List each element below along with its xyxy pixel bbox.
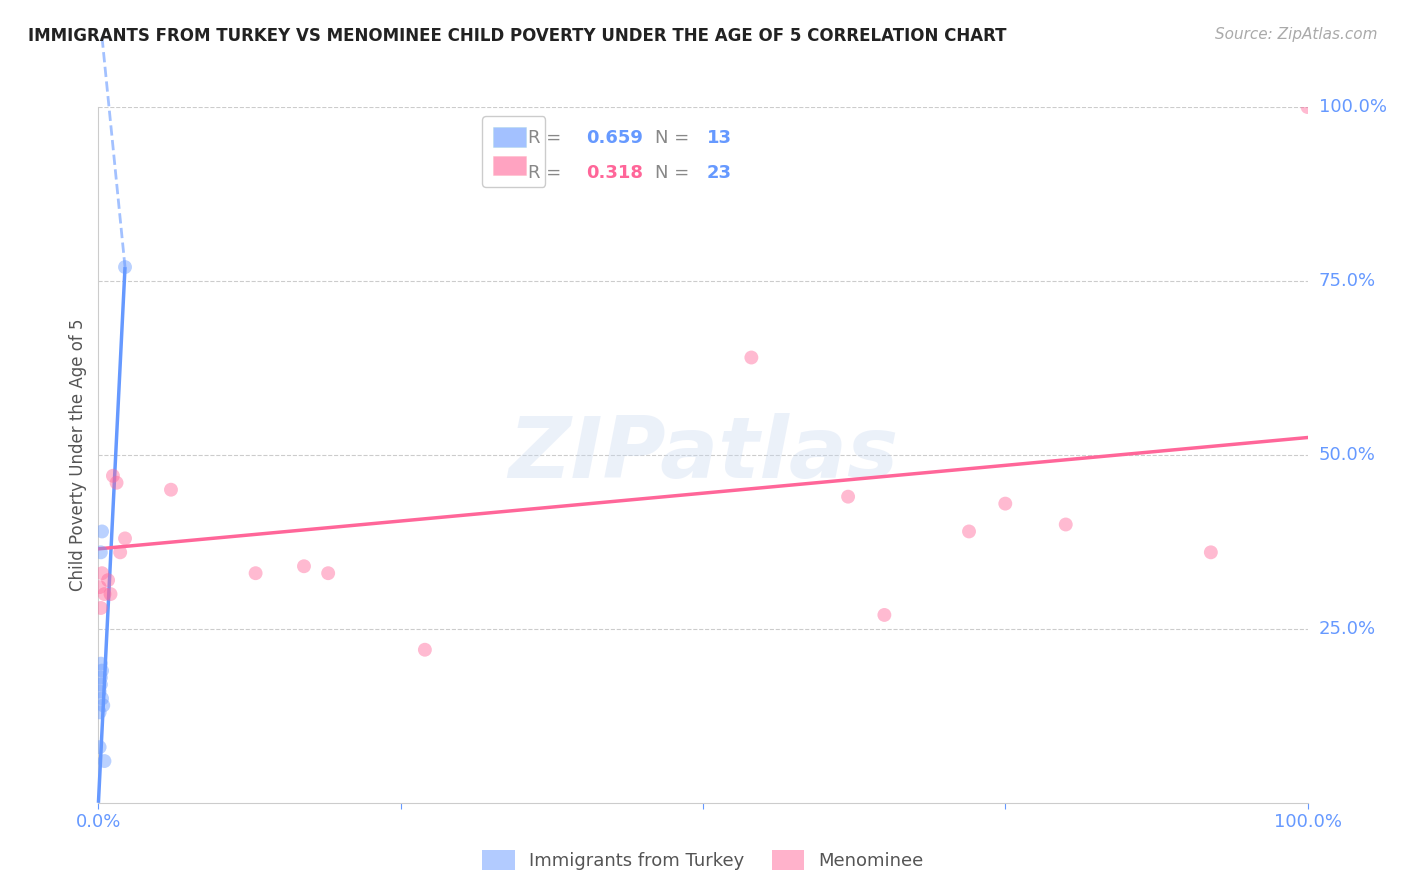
Point — [837, 490, 859, 504]
Point — [114, 260, 136, 274]
Text: 0.659: 0.659 — [586, 129, 643, 147]
Text: R =: R = — [527, 164, 567, 182]
Point — [873, 607, 896, 622]
Text: IMMIGRANTS FROM TURKEY VS MENOMINEE CHILD POVERTY UNDER THE AGE OF 5 CORRELATION: IMMIGRANTS FROM TURKEY VS MENOMINEE CHIL… — [28, 27, 1007, 45]
Point — [91, 566, 114, 581]
Text: Source: ZipAtlas.com: Source: ZipAtlas.com — [1215, 27, 1378, 42]
Point — [91, 524, 114, 539]
Text: N =: N = — [655, 129, 695, 147]
Point — [89, 684, 111, 698]
Text: 23: 23 — [707, 164, 731, 182]
Point — [108, 545, 131, 559]
Point — [90, 671, 112, 685]
Point — [90, 657, 112, 671]
Point — [89, 580, 111, 594]
Point — [1054, 517, 1077, 532]
Text: 25.0%: 25.0% — [1319, 620, 1376, 638]
Point — [105, 475, 128, 490]
Text: 0.318: 0.318 — [586, 164, 643, 182]
Point — [1199, 545, 1222, 559]
Point — [245, 566, 267, 581]
Point — [90, 601, 112, 615]
Point — [413, 642, 436, 657]
Point — [160, 483, 183, 497]
Point — [91, 698, 114, 713]
Point — [100, 587, 122, 601]
Point — [740, 351, 762, 365]
Text: N =: N = — [655, 164, 695, 182]
Point — [93, 587, 115, 601]
Point — [90, 677, 112, 691]
Point — [91, 664, 114, 678]
Point — [89, 740, 111, 755]
Text: 75.0%: 75.0% — [1319, 272, 1376, 290]
Text: 13: 13 — [707, 129, 731, 147]
Point — [101, 468, 124, 483]
Point — [93, 754, 115, 768]
Text: ZIPatlas: ZIPatlas — [508, 413, 898, 497]
Y-axis label: Child Poverty Under the Age of 5: Child Poverty Under the Age of 5 — [69, 318, 87, 591]
Legend: Immigrants from Turkey, Menominee: Immigrants from Turkey, Menominee — [475, 843, 931, 877]
Point — [292, 559, 315, 574]
Point — [90, 545, 112, 559]
Point — [1296, 100, 1319, 114]
Text: 50.0%: 50.0% — [1319, 446, 1375, 464]
Point — [91, 691, 114, 706]
Point — [316, 566, 339, 581]
Text: R =: R = — [527, 129, 567, 147]
Point — [957, 524, 980, 539]
Point — [994, 497, 1017, 511]
Point — [97, 573, 120, 587]
Point — [89, 706, 111, 720]
Point — [114, 532, 136, 546]
Text: 100.0%: 100.0% — [1319, 98, 1386, 116]
